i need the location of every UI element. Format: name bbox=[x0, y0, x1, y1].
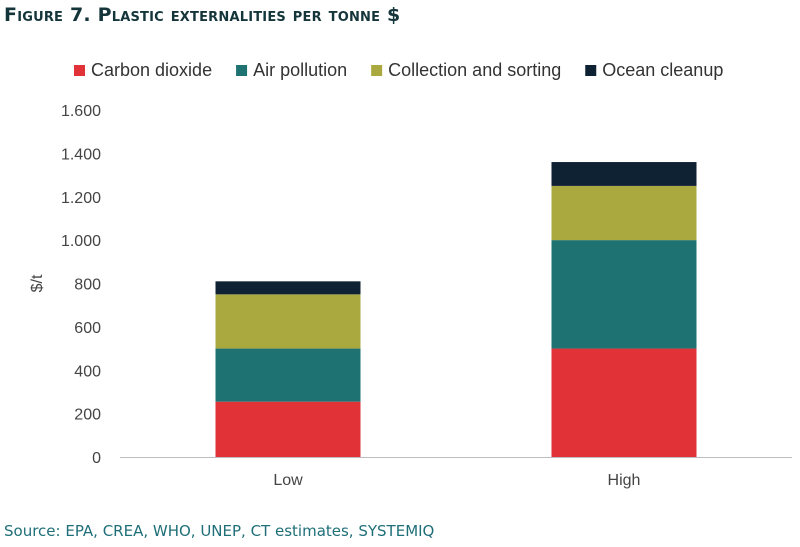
x-tick-label: High bbox=[608, 472, 641, 489]
bar-segment-collection-and-sorting-high bbox=[551, 185, 697, 241]
legend-swatch bbox=[236, 65, 248, 76]
legend-swatch bbox=[371, 65, 383, 76]
bars bbox=[215, 162, 697, 457]
x-tick-label: Low bbox=[273, 472, 303, 489]
legend-label: Carbon dioxide bbox=[91, 60, 212, 80]
x-axis: Low High bbox=[120, 457, 792, 489]
y-tick-label: 800 bbox=[74, 277, 101, 294]
y-tick-label: 1.000 bbox=[61, 233, 101, 250]
legend-label: Ocean cleanup bbox=[602, 60, 723, 80]
legend-label: Air pollution bbox=[253, 60, 347, 80]
bar-segment-air-pollution-low bbox=[215, 348, 361, 402]
y-tick-label: 1.600 bbox=[61, 103, 101, 120]
legend-label: Collection and sorting bbox=[388, 60, 561, 80]
y-tick-label: 400 bbox=[74, 363, 101, 380]
bar-segment-ocean-cleanup-high bbox=[551, 162, 697, 186]
bar-segment-collection-and-sorting-low bbox=[215, 294, 361, 349]
y-tick-label: 1.200 bbox=[61, 190, 101, 207]
y-tick-label: 1.400 bbox=[61, 146, 101, 163]
bar-segment-carbon-dioxide-high bbox=[551, 348, 697, 457]
bar-segment-carbon-dioxide-low bbox=[215, 401, 361, 457]
y-axis: 0 200 400 600 800 1.000 1.200 1.400 1.600 $/t bbox=[29, 103, 101, 467]
source-note: Source: EPA, CREA, WHO, UNEP, CT estimat… bbox=[4, 522, 435, 540]
y-tick-label: 200 bbox=[74, 407, 101, 424]
y-tick-label: 600 bbox=[74, 320, 101, 337]
legend: Carbon dioxide Air pollution Collection an… bbox=[74, 60, 723, 80]
bar-segment-ocean-cleanup-low bbox=[215, 281, 361, 295]
figure-title: Figure 7. Plastic externalities per tonn… bbox=[4, 4, 401, 26]
y-axis-label: $/t bbox=[29, 274, 46, 292]
legend-swatch bbox=[74, 65, 85, 76]
y-tick-label: 0 bbox=[92, 450, 101, 467]
bar-segment-air-pollution-high bbox=[551, 240, 697, 349]
legend-swatch bbox=[585, 65, 597, 76]
